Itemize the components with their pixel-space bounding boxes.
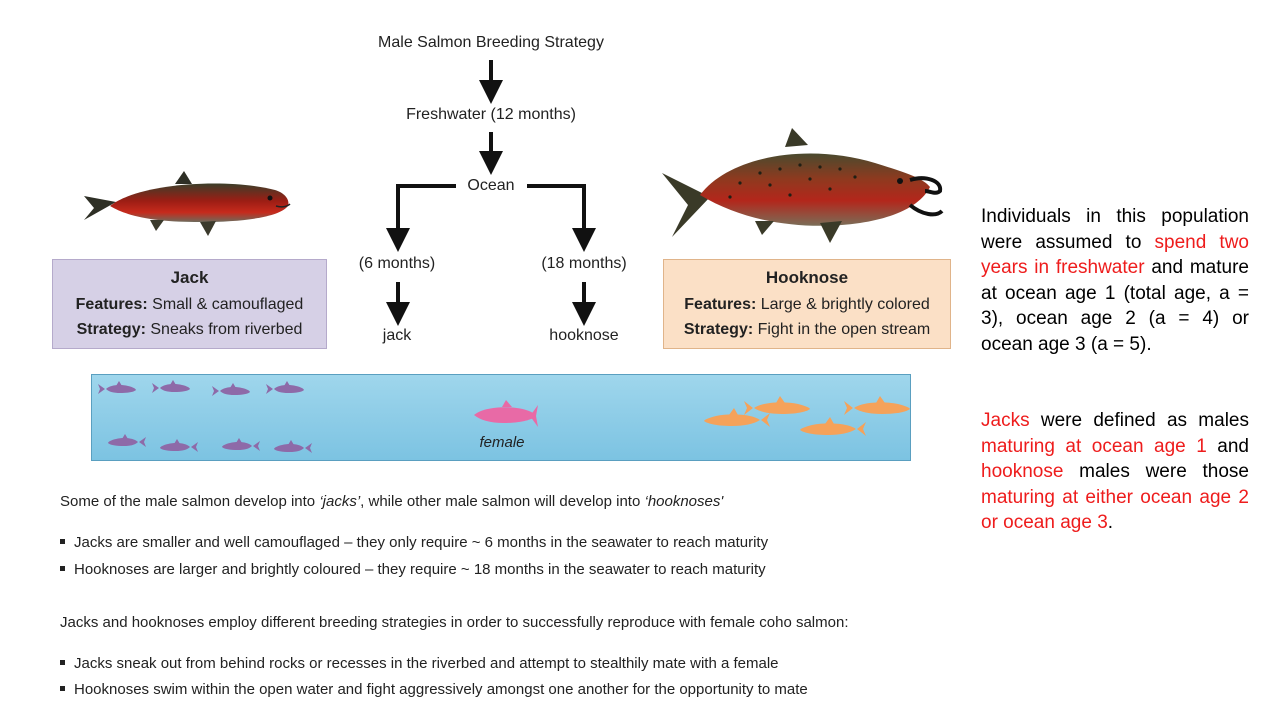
hooknose-features-row: Features: Large & brightly colored [664,292,950,317]
bullet-marker [60,565,65,571]
flowchart-arrows [386,60,596,326]
jack-fish [266,381,304,394]
hooknose-fish-group [704,396,910,436]
hooknose-strategy-value: Fight in the open stream [757,321,931,338]
flowchart-ocean: Ocean [467,177,515,194]
jack-card-title: Jack [170,268,209,287]
bullet-marker [60,685,65,691]
female-fish [474,400,538,427]
intro-text-b: , while other male salmon will develop i… [360,493,645,510]
side-p2-c: males were those [1063,461,1249,483]
jack-strategy-label: Strategy: [76,321,146,338]
side-p2-highlight-1: maturing at ocean age 1 [981,435,1207,457]
side-p1-highlight: spend two years in freshwater [981,231,1249,279]
stream-illustration: female [91,374,911,461]
bullet-marker [60,659,65,665]
hooknose-salmon-image [662,128,944,243]
side-p2-highlight-2: maturing at either ocean age 2 or ocean … [981,486,1249,534]
intro-jacks: ‘jacks’ [319,493,361,510]
arrow-ocean-left [386,184,456,252]
flowchart-left-branch: (6 months) [358,255,436,272]
flowchart-title: Male Salmon Breeding Strategy [378,34,604,51]
bullet-hooknoses-size: Hooknoses are larger and brightly colour… [60,561,766,578]
jack-fish [274,440,312,453]
bullet-text: Hooknoses swim within the open water and… [74,681,808,698]
hooknose-features-label: Features: [684,296,757,313]
side-p1-b: and mature at ocean age 1 (total age, a … [981,257,1249,355]
hooknose-features-value: Large & brightly colored [760,296,930,313]
jack-features-row: Features: Small & camouflaged [53,292,326,317]
flowchart-freshwater: Freshwater (12 months) [406,106,576,123]
intro-paragraph: Some of the male salmon develop into ‘ja… [60,493,723,510]
intro-text-a: Some of the male salmon develop into [60,493,320,510]
side-note-definitions: Jacks were defined as males maturing at … [981,408,1249,536]
bullet-hooknoses-strategy: Hooknoses swim within the open water and… [60,681,808,698]
side-p2-hooknose: hooknose [981,461,1064,483]
hooknose-strategy-row: Strategy: Fight in the open stream [664,317,950,342]
bullet-jacks-size: Jacks are smaller and well camouflaged –… [60,534,768,551]
flowchart-left-result: jack [382,327,412,344]
side-p2-a: were defined as males [1029,410,1249,431]
jack-strategy-row: Strategy: Sneaks from riverbed [53,317,326,342]
side-note-assumptions: Individuals in this population were assu… [981,204,1249,358]
jack-fish [222,438,260,451]
hooknose-card: Hooknose Features: Large & brightly colo… [663,259,951,349]
bullet-text: Jacks sneak out from behind rocks or rec… [74,655,779,672]
side-p2-jacks: Jacks [981,410,1030,431]
flowchart-right-result: hooknose [549,327,619,344]
hooknose-fish [744,396,810,415]
jack-fish [152,380,190,393]
jack-features-value: Small & camouflaged [152,296,304,313]
jack-fish [98,381,136,394]
hooknose-card-title: Hooknose [765,268,849,287]
jack-strategy-value: Sneaks from riverbed [150,321,303,338]
jack-fish [212,383,250,396]
strategy-paragraph: Jacks and hooknoses employ different bre… [60,614,849,631]
jack-card: Jack Features: Small & camouflaged Strat… [52,259,327,349]
bullet-text: Jacks are smaller and well camouflaged –… [74,534,769,551]
flowchart-right-branch: (18 months) [541,255,627,272]
jack-fish-group [98,380,312,453]
arrow-ocean-right [527,184,596,252]
side-p1-a: Individuals in this population were assu… [981,206,1249,253]
jack-salmon-image [84,171,291,236]
bullet-jacks-strategy: Jacks sneak out from behind rocks or rec… [60,655,779,672]
jack-features-label: Features: [75,296,148,313]
side-p2-d: . [1107,512,1114,534]
intro-hooknoses: ‘hooknoses' [644,493,724,510]
side-p2-b: and [1206,435,1249,457]
hooknose-fish [844,396,910,415]
bullet-marker [60,538,65,544]
jack-fish [160,439,198,452]
female-label: female [479,434,525,451]
hooknose-strategy-label: Strategy: [683,321,754,338]
hooknose-fish [800,417,866,436]
bullet-text: Hooknoses are larger and brightly colour… [74,561,766,578]
jack-fish [108,434,146,447]
